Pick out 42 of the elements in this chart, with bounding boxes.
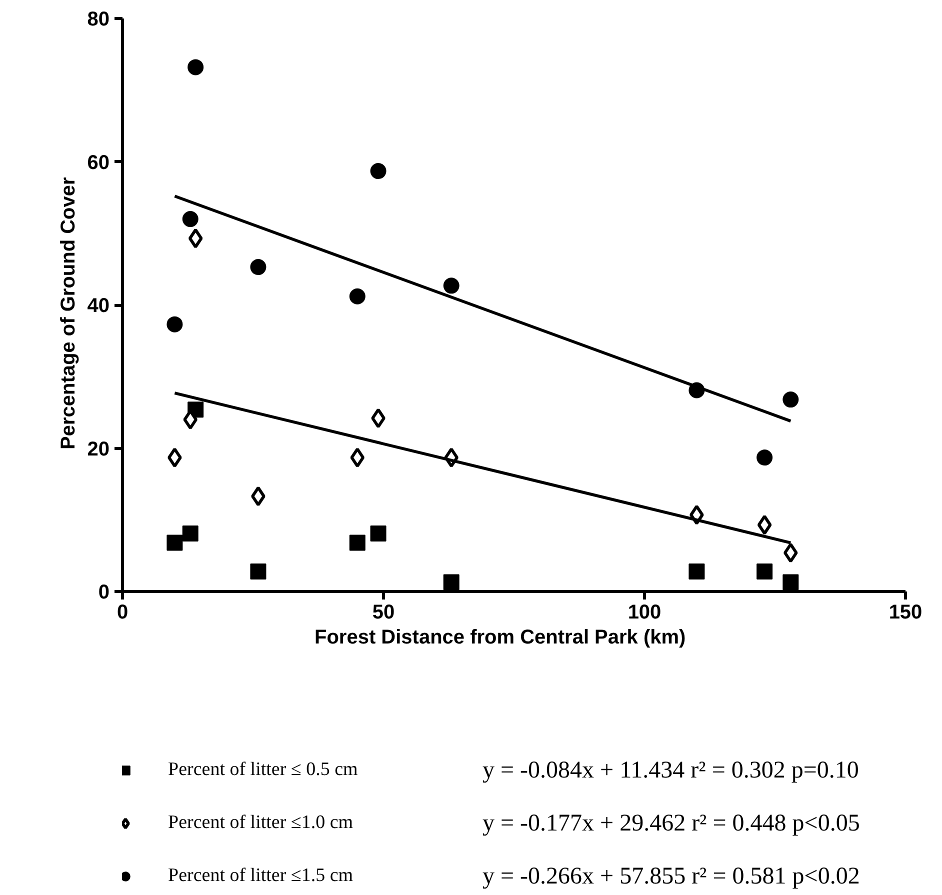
point [182,525,198,542]
x-axis-title: Forest Distance from Central Park (km) [314,626,686,648]
y-axis-title: Percentage of Ground Cover [57,176,80,450]
legend-label: Percent of litter ≤ 0.5 cm [168,759,358,781]
legend-label: Percent of litter ≤1.5 cm [168,865,354,887]
point [350,448,365,468]
point [250,563,266,580]
point [182,211,198,228]
point [188,59,204,76]
text: y = -0.266x + 57.855 r² = 0.581 p<0.02 [482,864,860,890]
point [371,408,386,428]
point [166,534,183,551]
point [370,163,386,180]
text: y = -0.177x + 29.462 r² = 0.448 p<0.05 [482,810,860,836]
legend-label: Percent of litter ≤1.0 cm [168,812,354,834]
point [349,534,366,551]
point [756,563,773,580]
point [168,448,182,468]
point [782,574,799,590]
point [251,486,266,506]
point [250,259,266,276]
point [782,392,799,408]
y-tick-label: 60 [87,152,110,174]
x-tick-label: 100 [628,602,662,624]
point [783,542,798,563]
y-tick-label: 80 [87,8,110,30]
point [188,228,203,248]
x-tick-label: 0 [116,602,128,624]
point [370,525,386,542]
point [443,278,460,294]
point [756,450,773,466]
y-tick-label: 20 [87,438,110,460]
point [349,288,366,304]
point [443,574,460,590]
point [688,563,705,580]
y-tick-label: 0 [98,582,110,604]
x-tick-label: 150 [888,602,922,624]
point [757,514,772,535]
point [166,316,183,332]
y-tick-label: 40 [87,295,110,317]
text: y = -0.084x + 11.434 r² = 0.302 p=0.10 [482,758,859,784]
x-tick-label: 50 [372,602,395,624]
